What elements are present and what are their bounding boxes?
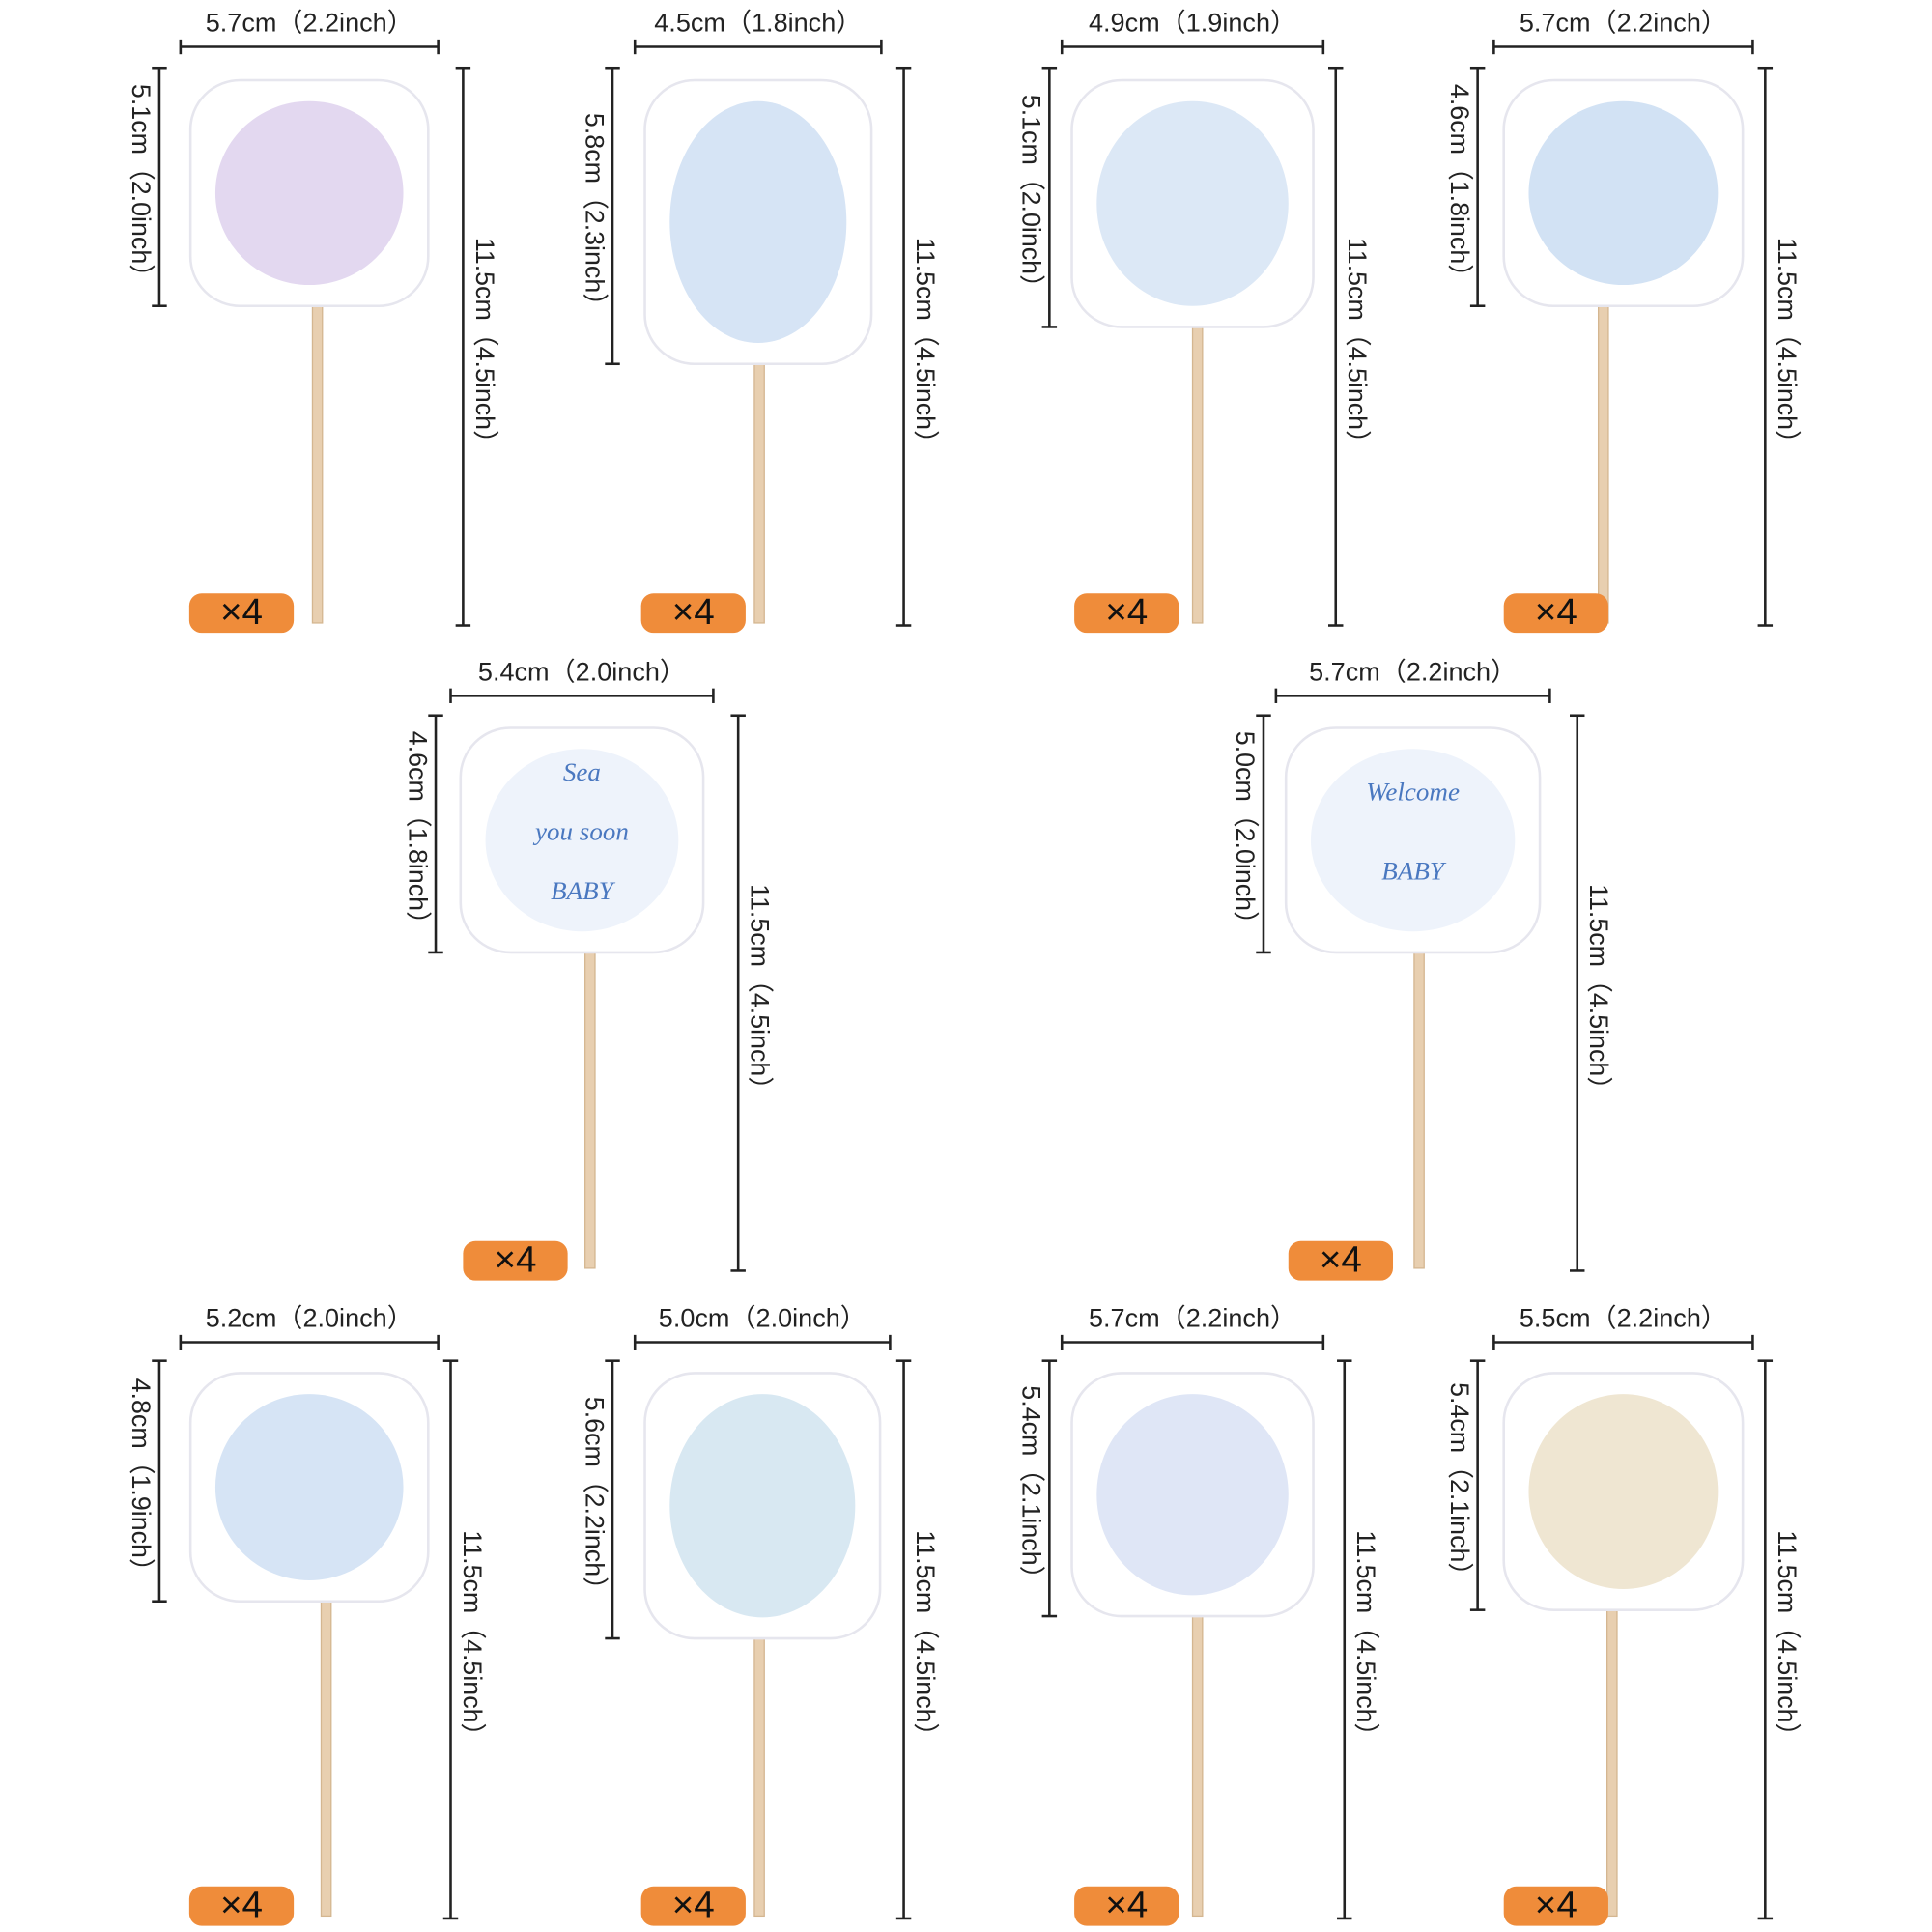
quantity-badge: [640, 1886, 746, 1926]
topper-art: [1096, 1394, 1289, 1596]
topper-art: [669, 100, 847, 344]
artwork-text: Welcome: [1366, 778, 1460, 807]
quantity-badge: [1074, 1886, 1179, 1926]
length-label: 11.5cm（4.5inch）: [746, 884, 775, 1102]
height-label: 4.8cm（1.9inch）: [127, 1378, 156, 1584]
topper-art: [214, 1394, 404, 1581]
width-label: 5.0cm（2.0inch）: [659, 1304, 867, 1333]
toothpick: [753, 1625, 765, 1918]
artwork-text: you soon: [532, 817, 629, 846]
length-label: 11.5cm（4.5inch）: [1343, 238, 1372, 456]
width-label: 5.7cm（2.2inch）: [206, 9, 413, 38]
quantity-badge: [1074, 593, 1179, 634]
artwork-text: BABY: [551, 876, 616, 905]
width-label: 4.5cm（1.8inch）: [654, 9, 862, 38]
width-label: 5.7cm（2.2inch）: [1520, 9, 1727, 38]
topper-art: [669, 1394, 856, 1618]
quantity-label: ×4: [672, 1885, 715, 1926]
width-label: 5.2cm（2.0inch）: [206, 1304, 413, 1333]
quantity-badge: [1288, 1240, 1394, 1281]
toothpick: [1191, 1603, 1204, 1918]
width-label: 5.7cm（2.2inch）: [1089, 1304, 1296, 1333]
topper-art: [1310, 749, 1516, 932]
toothpick: [311, 293, 324, 624]
quantity-badge: [188, 1886, 295, 1926]
width-label: 5.4cm（2.0inch）: [478, 658, 686, 687]
toothpick: [1413, 939, 1425, 1269]
quantity-badge: [1503, 1886, 1608, 1926]
width-label: 5.7cm（2.2inch）: [1309, 658, 1517, 687]
topper-art: [1096, 100, 1289, 306]
length-label: 11.5cm（4.5inch）: [470, 238, 499, 456]
toothpick: [753, 351, 765, 624]
height-label: 5.4cm（2.1inch）: [1017, 1385, 1046, 1591]
length-label: 11.5cm（4.5inch）: [458, 1530, 487, 1748]
height-label: 5.0cm（2.0inch）: [1231, 731, 1260, 937]
topper-art: [214, 100, 404, 286]
topper-art: [485, 749, 679, 932]
quantity-label: ×4: [1105, 1885, 1148, 1926]
toothpick: [1191, 314, 1204, 624]
quantity-badge: [188, 593, 295, 634]
height-label: 4.6cm（1.8inch）: [1445, 84, 1474, 290]
quantity-label: ×4: [220, 1885, 263, 1926]
height-label: 4.6cm（1.8inch）: [403, 731, 432, 937]
toothpick: [320, 1588, 332, 1918]
length-label: 11.5cm（4.5inch）: [911, 238, 940, 456]
artwork-text: BABY: [1381, 856, 1447, 885]
height-label: 5.1cm（2.0inch）: [1017, 95, 1046, 300]
width-label: 4.9cm（1.9inch）: [1089, 9, 1296, 38]
length-label: 11.5cm（4.5inch）: [1351, 1530, 1380, 1748]
height-label: 5.4cm（2.1inch）: [1445, 1382, 1474, 1588]
quantity-label: ×4: [672, 591, 715, 633]
quantity-label: ×4: [1105, 591, 1148, 633]
toothpick: [1597, 293, 1609, 624]
quantity-label: ×4: [1535, 1885, 1577, 1926]
toothpick: [1606, 1597, 1618, 1918]
quantity-badge: [463, 1240, 568, 1281]
quantity-label: ×4: [494, 1239, 536, 1281]
topper-art: [1528, 100, 1719, 286]
quantity-badge: [640, 593, 746, 634]
length-label: 11.5cm（4.5inch）: [1584, 884, 1613, 1102]
quantity-label: ×4: [220, 591, 263, 633]
quantity-badge: [1503, 593, 1608, 634]
length-label: 11.5cm（4.5inch）: [911, 1530, 940, 1748]
toothpick: [584, 939, 596, 1269]
height-label: 5.6cm（2.2inch）: [580, 1397, 609, 1603]
artwork-text: Sea: [563, 757, 601, 786]
height-label: 5.8cm（2.3inch）: [580, 113, 609, 319]
width-label: 5.5cm（2.2inch）: [1520, 1304, 1727, 1333]
length-label: 11.5cm（4.5inch）: [1773, 238, 1802, 456]
quantity-label: ×4: [1535, 591, 1577, 633]
topper-art: [1528, 1394, 1719, 1589]
quantity-label: ×4: [1320, 1239, 1362, 1281]
height-label: 5.1cm（2.0inch）: [127, 84, 156, 290]
length-label: 11.5cm（4.5inch）: [1773, 1530, 1802, 1748]
